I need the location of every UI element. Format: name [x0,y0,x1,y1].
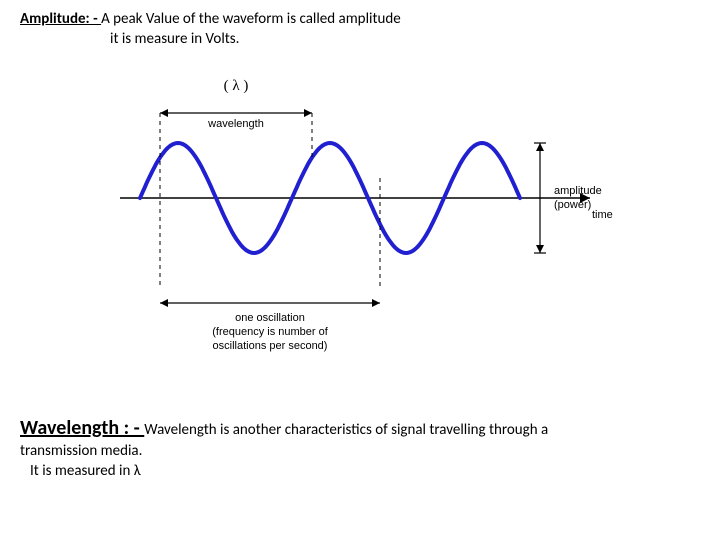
oscillation-label-2: (frequency is number of [212,326,328,338]
time-axis-label: time [592,209,613,221]
wave-svg: time ( λ ) wavelength one oscillation (frequ… [100,58,620,398]
wavelength-sub2: It is measured in λ [20,462,700,480]
oscillation-label-3: oscillations per second) [213,340,328,352]
amplitude-definition: Amplitude: - A peak Value of the wavefor… [20,10,700,28]
amplitude-term: Amplitude: - [20,10,101,28]
oscillation-label-1: one oscillation [235,312,305,324]
amplitude-desc: A peak Value of the waveform is called a… [101,10,401,28]
wavelength-label: wavelength [207,118,264,130]
wavelength-sub1: transmission media. [20,442,700,460]
amplitude-label-1: amplitude [554,185,602,197]
amplitude-label-2: (power) [554,199,591,211]
wavelength-desc: Wavelength is another characteristics of… [144,421,548,439]
wavelength-term: Wavelength : - [20,416,144,440]
lambda-symbol: ( λ ) [224,78,249,94]
wavelength-definition: Wavelength : - Wavelength is another cha… [20,416,700,440]
amplitude-unit: it is measure in Volts. [20,30,700,48]
wave-diagram: time ( λ ) wavelength one oscillation (frequ… [100,58,620,398]
